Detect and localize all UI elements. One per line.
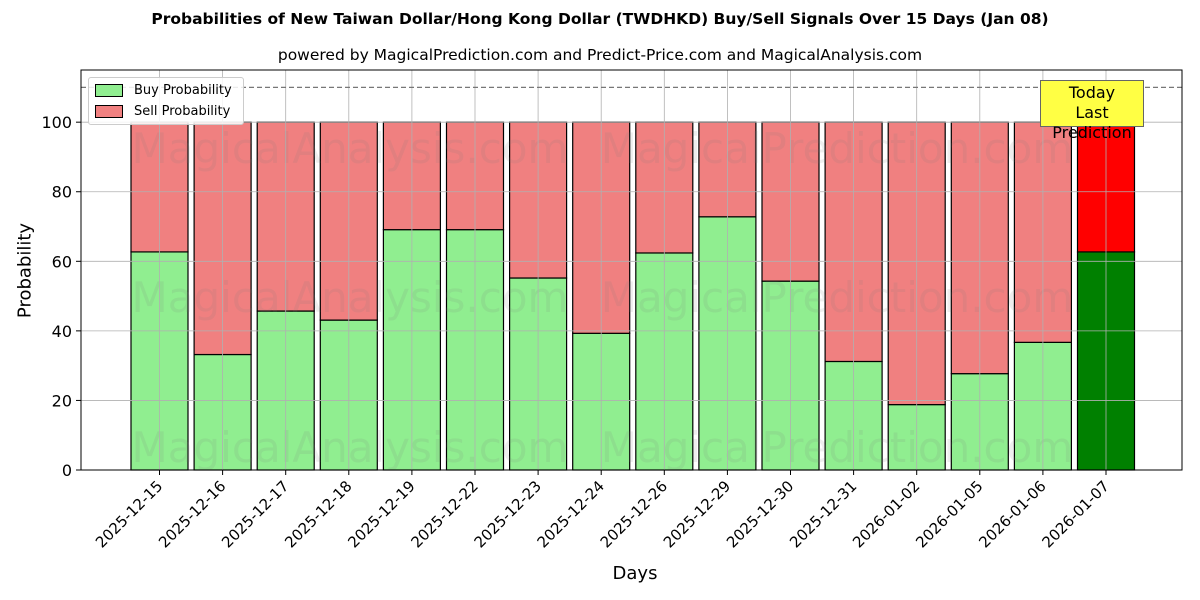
x-tick-label: 2025-12-16 xyxy=(155,477,229,551)
x-tick-label: 2025-12-23 xyxy=(471,477,545,551)
x-tick-label: 2025-12-18 xyxy=(281,477,355,551)
x-tick-label: 2026-01-05 xyxy=(912,477,986,551)
chart-title: Probabilities of New Taiwan Dollar/Hong … xyxy=(151,10,1049,28)
y-tick-label: 100 xyxy=(41,113,72,132)
annotation-line-today: Today xyxy=(1068,83,1116,102)
watermark: MagicalPrediction.com xyxy=(601,273,1074,322)
today-annotation: Today Last Prediction xyxy=(1040,80,1144,142)
x-tick-label: 2026-01-02 xyxy=(849,477,923,551)
x-tick-label: 2025-12-26 xyxy=(597,477,671,551)
x-tick-label: 2026-01-07 xyxy=(1038,477,1112,551)
legend: Buy Probability Sell Probability xyxy=(88,77,244,125)
y-tick-label: 40 xyxy=(52,322,72,341)
watermark: MagicalAnalysis.com xyxy=(132,423,569,472)
legend-label-sell: Sell Probability xyxy=(134,104,231,119)
y-tick-label: 0 xyxy=(62,461,72,480)
x-tick-label: 2025-12-22 xyxy=(407,477,481,551)
watermark: MagicalAnalysis.com xyxy=(132,273,569,322)
x-tick-label: 2025-12-30 xyxy=(723,477,797,551)
chart-subtitle: powered by MagicalPrediction.com and Pre… xyxy=(277,46,923,64)
y-axis-label: Probability xyxy=(14,222,36,319)
watermark: MagicalAnalysis.com xyxy=(132,124,569,173)
y-tick-label: 80 xyxy=(52,183,72,202)
x-tick-label: 2025-12-29 xyxy=(660,477,734,551)
legend-label-buy: Buy Probability xyxy=(134,83,232,98)
annotation-line-last-prediction: Last Prediction xyxy=(1052,103,1132,142)
x-tick-label: 2025-12-24 xyxy=(534,477,608,551)
x-axis-label: Days xyxy=(612,563,658,584)
x-tick-label: 2025-12-15 xyxy=(92,477,166,551)
x-tick-label: 2025-12-17 xyxy=(218,477,292,551)
x-tick-label: 2026-01-06 xyxy=(975,477,1049,551)
y-tick-label: 20 xyxy=(52,391,72,410)
legend-item-sell: Sell Probability xyxy=(95,104,230,119)
axes-frame xyxy=(80,69,1183,471)
x-tick-label: 2025-12-31 xyxy=(786,477,860,551)
watermark: MagicalPrediction.com xyxy=(601,124,1074,173)
y-tick-label: 60 xyxy=(52,252,72,271)
buy-swatch-icon xyxy=(95,84,123,97)
watermark: MagicalPrediction.com xyxy=(601,423,1074,472)
legend-item-buy: Buy Probability xyxy=(95,83,232,98)
sell-swatch-icon xyxy=(95,105,123,118)
x-tick-label: 2025-12-19 xyxy=(344,477,418,551)
